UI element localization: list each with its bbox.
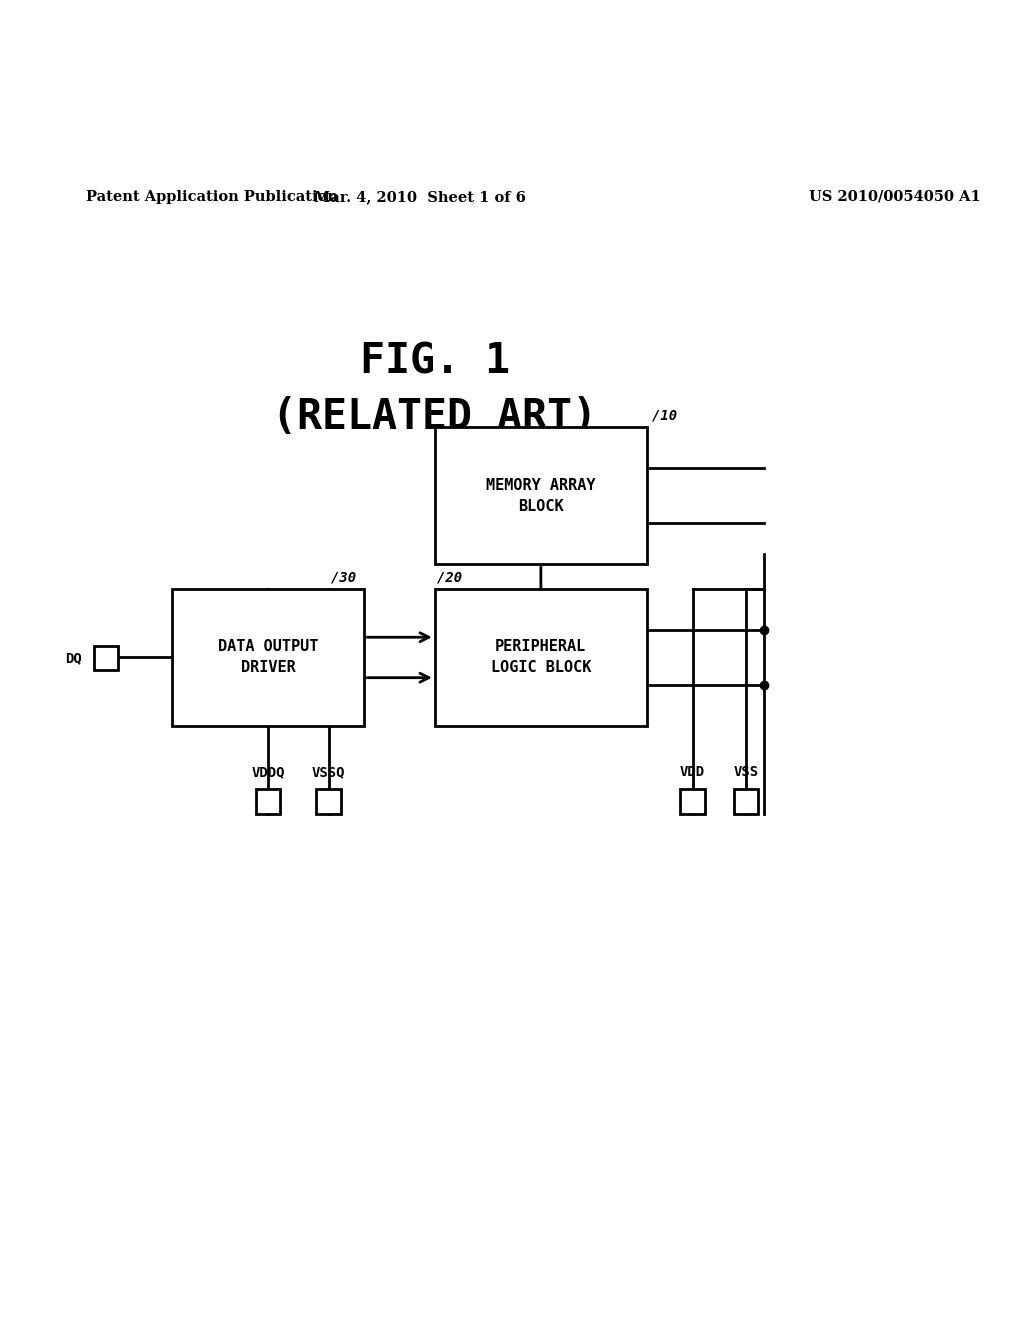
Bar <box>680 789 705 813</box>
Bar <box>94 645 119 671</box>
Text: /10: /10 <box>652 408 677 422</box>
Text: VSS: VSS <box>733 766 759 779</box>
Text: MEMORY ARRAY
BLOCK: MEMORY ARRAY BLOCK <box>486 478 596 513</box>
Text: (RELATED ART): (RELATED ART) <box>272 396 597 438</box>
Text: Patent Application Publication: Patent Application Publication <box>86 190 338 205</box>
Text: DATA OUTPUT
DRIVER: DATA OUTPUT DRIVER <box>218 639 318 676</box>
Bar <box>316 789 341 813</box>
Text: /30: /30 <box>331 570 355 585</box>
Text: PERIPHERAL
LOGIC BLOCK: PERIPHERAL LOGIC BLOCK <box>490 639 591 676</box>
Text: Mar. 4, 2010  Sheet 1 of 6: Mar. 4, 2010 Sheet 1 of 6 <box>313 190 525 205</box>
Bar <box>435 589 647 726</box>
Text: /20: /20 <box>437 570 462 585</box>
Bar <box>256 789 280 813</box>
Text: DQ: DQ <box>66 651 82 665</box>
Text: FIG. 1: FIG. 1 <box>359 341 510 383</box>
Bar <box>435 428 647 564</box>
Text: VSSQ: VSSQ <box>312 766 345 779</box>
Text: VDDQ: VDDQ <box>251 766 285 779</box>
Bar <box>734 789 758 813</box>
Text: VDD: VDD <box>680 766 706 779</box>
Text: US 2010/0054050 A1: US 2010/0054050 A1 <box>809 190 981 205</box>
Bar <box>172 589 364 726</box>
